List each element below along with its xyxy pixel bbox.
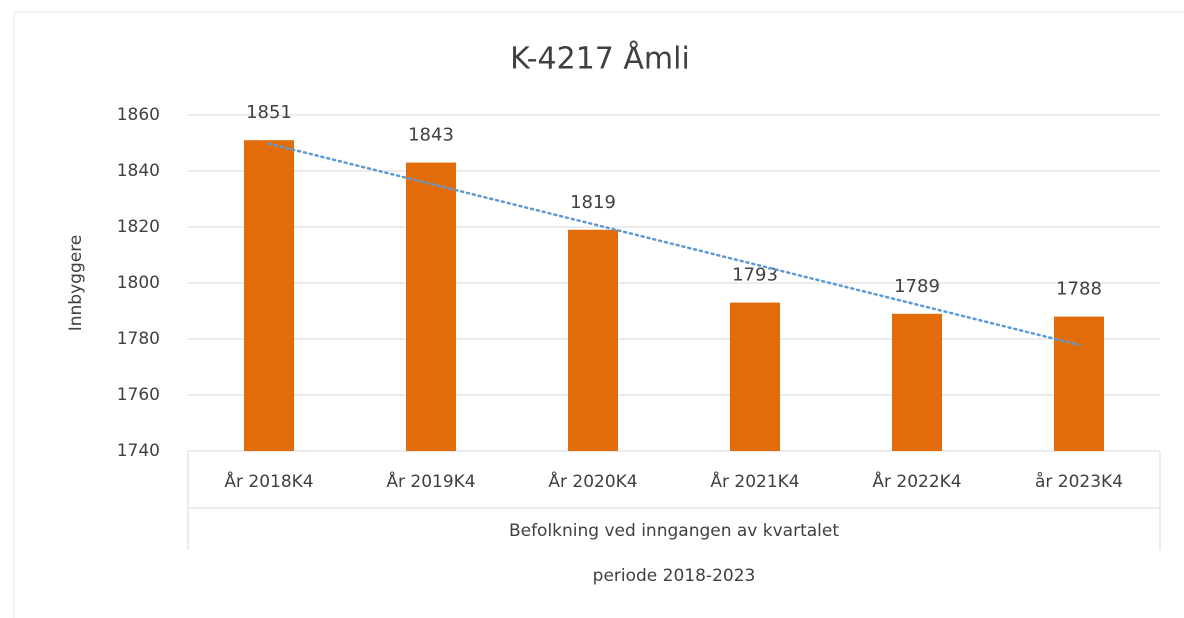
y-tick-label: 1780 xyxy=(117,329,160,349)
x-tick-label: år 2023K4 xyxy=(1035,471,1123,492)
y-tick-label: 1800 xyxy=(117,273,160,293)
x-axis-title: periode 2018-2023 xyxy=(593,566,756,586)
data-label: 1819 xyxy=(570,192,616,213)
data-label: 1789 xyxy=(894,276,940,297)
bar xyxy=(1054,316,1104,451)
chart-title: K-4217 Åmli xyxy=(510,41,690,77)
y-tick-label: 1740 xyxy=(117,441,160,461)
x-tick-label: År 2022K4 xyxy=(872,470,961,492)
y-tick-label: 1820 xyxy=(117,217,160,237)
data-label: 1851 xyxy=(246,102,292,123)
bar xyxy=(568,229,618,451)
x-tick-label: År 2021K4 xyxy=(710,470,799,492)
bar xyxy=(244,140,294,451)
y-tick-label: 1760 xyxy=(117,385,160,405)
trendline xyxy=(267,142,1081,347)
x-tick-label: År 2019K4 xyxy=(386,470,475,492)
data-label: 1793 xyxy=(732,265,778,286)
x-group-label: Befolkning ved inngangen av kvartalet xyxy=(509,521,839,541)
bar xyxy=(406,162,456,451)
y-axis-title: Innbyggere xyxy=(66,235,86,332)
x-tick-label: År 2018K4 xyxy=(224,470,313,492)
x-tick-label: År 2020K4 xyxy=(548,470,637,492)
data-label: 1843 xyxy=(408,125,454,146)
bar xyxy=(892,313,942,451)
y-tick-label: 1840 xyxy=(117,161,160,181)
bar xyxy=(730,302,780,451)
data-label: 1788 xyxy=(1056,279,1102,300)
y-tick-label: 1860 xyxy=(117,105,160,125)
